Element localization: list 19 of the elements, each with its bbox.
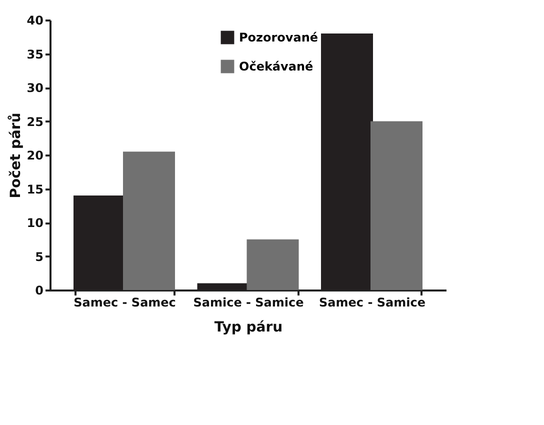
y-tick-label: 20 bbox=[26, 148, 44, 162]
x-tick-label: Samec - Samice bbox=[319, 296, 426, 310]
x-tick-label: Samice - Samice bbox=[193, 296, 304, 310]
y-tick-label: 30 bbox=[26, 81, 44, 95]
y-tick-label: 35 bbox=[26, 47, 44, 62]
y-tick-label: 10 bbox=[26, 216, 44, 230]
y-tick-label: 40 bbox=[26, 14, 44, 28]
y-tick-label: 25 bbox=[26, 114, 44, 129]
bar bbox=[123, 152, 175, 290]
y-axis-title: Počet párů bbox=[6, 112, 24, 198]
y-tick-label: 15 bbox=[26, 182, 44, 196]
x-tick-label: Samec - Samec bbox=[74, 296, 176, 310]
legend-label: Očekávané bbox=[239, 60, 314, 74]
legend-label: Pozorované bbox=[239, 30, 318, 44]
bar bbox=[370, 121, 422, 290]
y-tick-label: 0 bbox=[35, 284, 44, 298]
x-axis-title: Typ páru bbox=[214, 320, 283, 336]
y-tick-label: 5 bbox=[35, 250, 44, 264]
bar bbox=[246, 239, 299, 290]
